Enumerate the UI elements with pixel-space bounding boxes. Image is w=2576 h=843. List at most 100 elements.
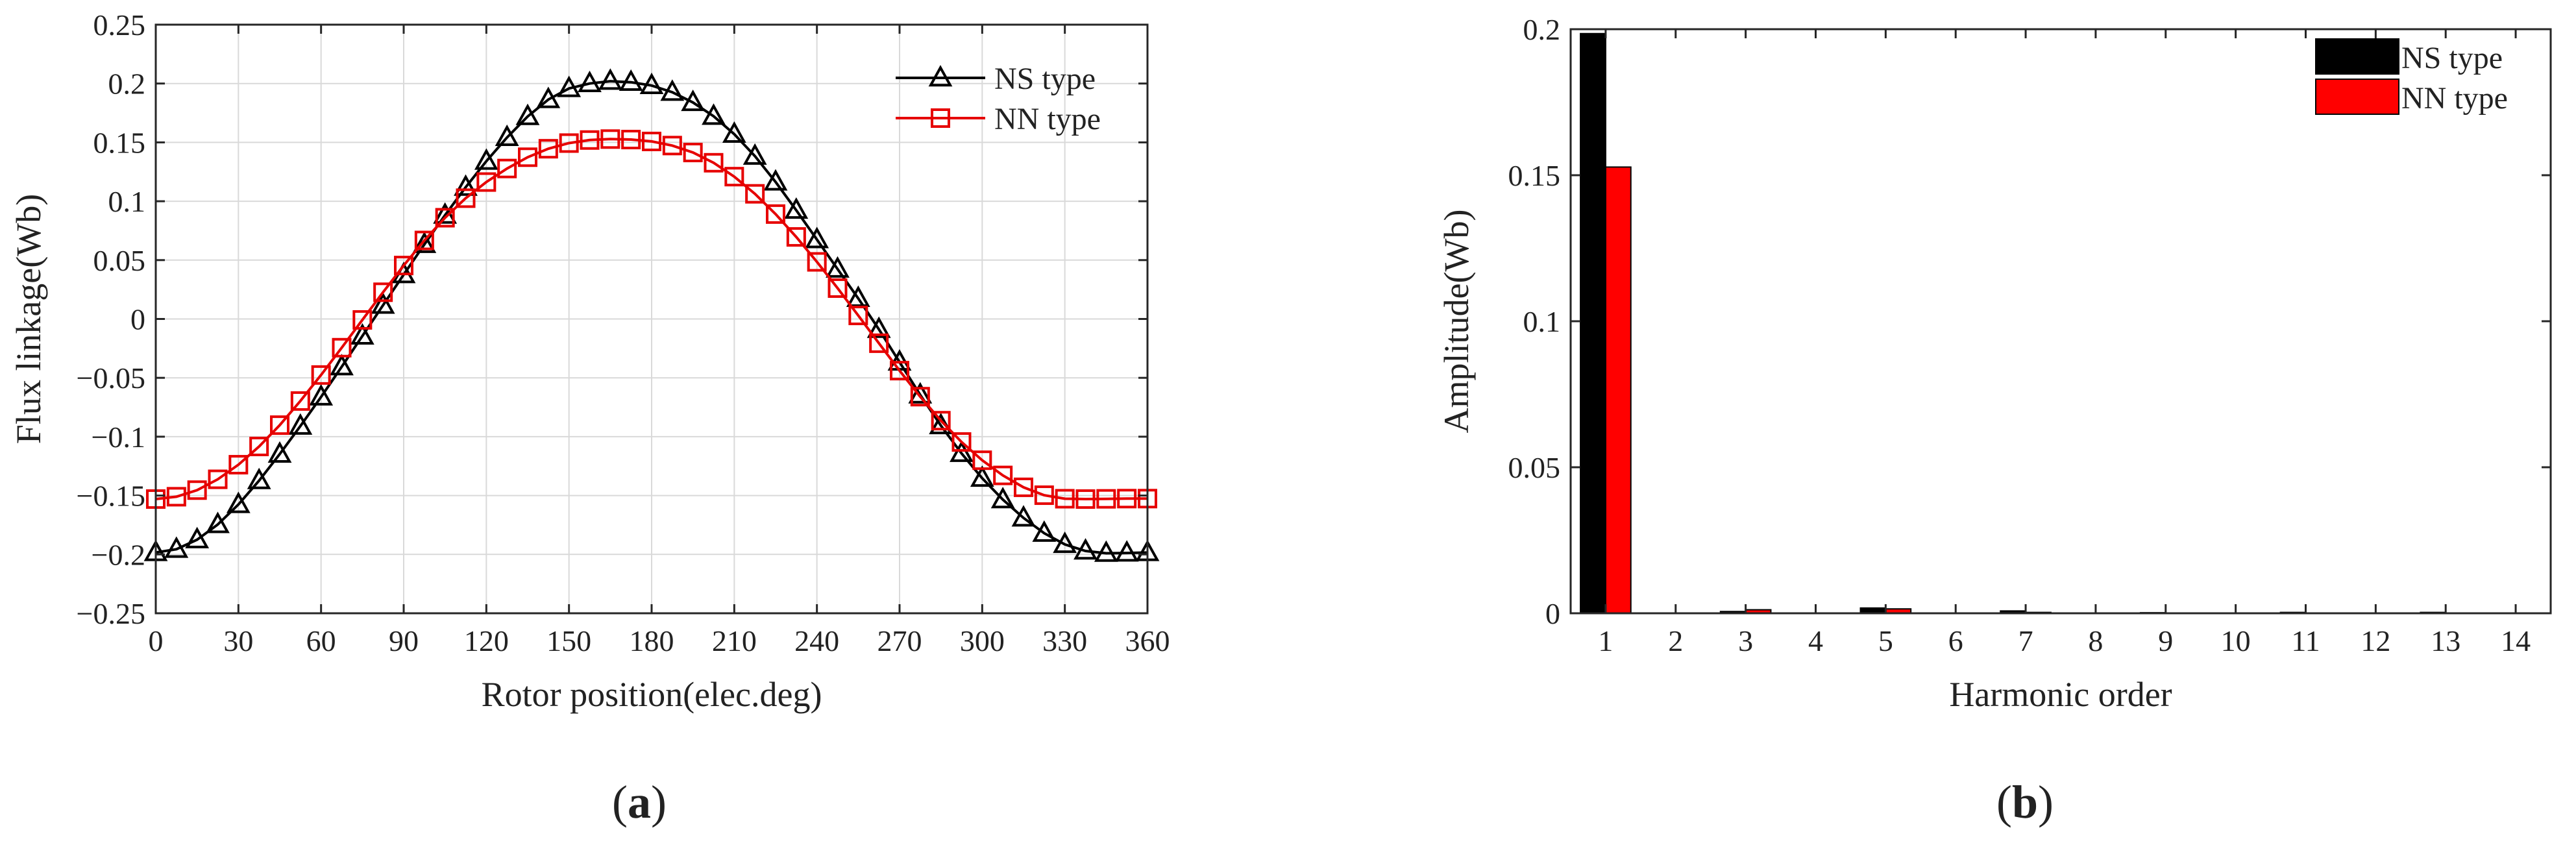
nn-type-marker [228,455,249,475]
ns-type-marker [722,121,746,143]
nn-type-marker [476,172,497,192]
ns-type-marker [619,69,643,91]
x-tick-label: 10 [2221,624,2251,657]
ns-type-marker [474,148,498,170]
ns-type-marker [309,384,334,406]
nn-type-marker [869,333,889,353]
legend-a: NS type NN type [896,62,1101,136]
nn-type-marker [208,469,228,489]
nn-type-marker [1096,489,1116,509]
ns-type-marker [598,68,622,90]
x-tick-label: 180 [630,624,674,657]
nn-type-marker [704,153,724,173]
nn-type-marker [290,391,310,411]
y-tick-label: 0.15 [1508,159,1561,192]
nn-type-marker [1034,485,1054,506]
ns-type-bar-1 [1580,32,1606,614]
ns-type-marker [846,285,870,308]
legend-nn-type-swatch [2315,79,2399,115]
nn-type-marker [166,487,186,507]
y-axis-label: Flux linkage(Wb) [9,194,48,444]
nn-type-marker [249,436,269,456]
ns-type-marker [660,79,685,101]
bars-nn-type [1604,166,2472,615]
nn-type-marker [745,184,765,204]
x-tick-label: 300 [960,624,1005,657]
legend-b: NS type NN type [2315,38,2508,116]
ns-type-marker [1032,520,1057,542]
nn-type-marker [270,415,289,435]
x-tick-label: 330 [1042,624,1087,657]
ns-type-marker [681,90,705,112]
nn-type-line [155,138,1147,501]
y-tick-label: 0.2 [108,67,146,101]
x-tick-label: 0 [149,624,164,657]
nn-type-marker [972,450,992,470]
ns-type-marker [371,292,395,314]
panel-label-letter: a [628,776,651,828]
x-tick-label: 240 [794,624,839,657]
y-tick-label: −0.1 [92,421,145,454]
y-tick-label: −0.25 [77,597,145,630]
nn-type-marker [538,139,558,159]
x-tick-label: 3 [1738,624,1753,657]
nn-type-marker [890,361,909,381]
panel-label-close-paren: ) [2038,776,2054,828]
ns-type-marker [164,536,189,558]
x-tick-label: 360 [1125,624,1170,657]
nn-type-marker [621,130,641,150]
x-tick-label: 14 [2501,624,2531,657]
ns-type-marker [185,526,210,548]
x-tick-label: 30 [223,624,253,657]
legend-ns-type-label: NS type [994,62,1096,96]
x-tick-label: 12 [2361,624,2390,657]
ns-type-marker [866,316,891,338]
ns-type-marker [536,86,561,108]
nn-type-marker [311,365,331,385]
nn-type-marker [662,136,682,156]
ns-type-marker [1011,505,1036,527]
series-ns-type [143,68,1160,562]
x-tick-label: 9 [2158,624,2173,657]
ns-type-marker [702,103,726,125]
x-tick-label: 270 [877,624,922,657]
nn-type-marker [766,204,785,224]
nn-type-marker [807,252,827,272]
ns-type-marker [226,491,251,513]
x-axis-label: Rotor position(elec.deg) [482,675,822,714]
nn-type-marker [456,188,476,208]
nn-type-marker [187,480,207,500]
y-tick-label: 0.1 [108,185,146,218]
x-tick-label: 120 [464,624,509,657]
x-tick-label: 4 [1808,624,1823,657]
ns-type-marker [1094,540,1118,562]
panel-label-letter: b [2012,776,2038,828]
nn-type-marker [786,227,806,247]
ticks-a: 0 30 60 90 120 150 180 210 240 270 300 330 360 −0.25 −… [77,8,1170,657]
x-tick-label: 2 [1668,624,1683,657]
grid-a [155,24,1148,614]
y-tick-label: 0.05 [1508,451,1561,484]
nn-type-marker [828,278,848,298]
legend-ns-type-swatch [2315,38,2399,75]
x-tick-label: 6 [1948,624,1963,657]
panel-label-open-paren: ( [612,776,628,828]
y-tick-label: −0.2 [92,538,145,571]
nn-type-marker [600,129,620,149]
x-tick-label: 1 [1598,624,1613,657]
nn-type-marker [910,387,930,407]
nn-type-marker [352,310,373,330]
y-tick-label: −0.15 [77,480,145,513]
ns-type-marker [330,354,354,376]
ns-type-marker [515,103,540,125]
nn-type-marker [373,282,393,302]
ns-type-marker [412,231,437,253]
nn-type-marker [931,411,951,431]
legend-ns-type-label: NS type [2401,41,2503,75]
series-nn-type [146,129,1157,509]
x-tick-label: 11 [2291,624,2320,657]
y-tick-label: 0.25 [93,8,146,42]
y-tick-label: 0.1 [1523,305,1561,338]
